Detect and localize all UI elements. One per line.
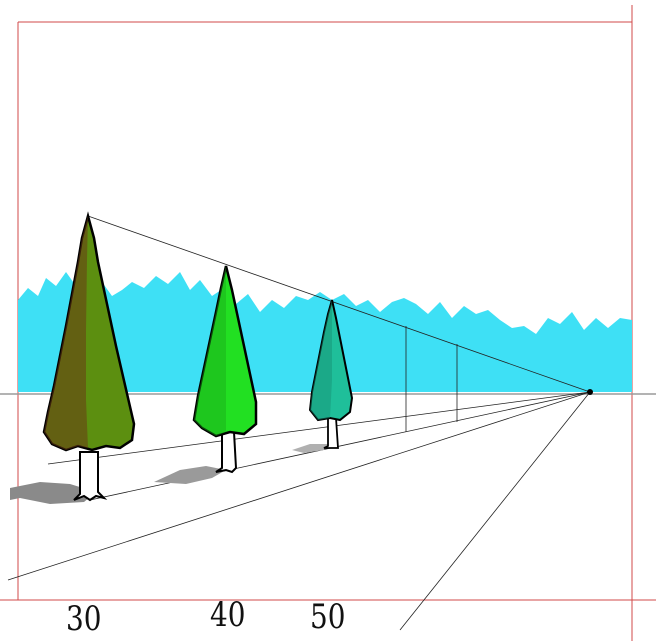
- tree-large-icon: [42, 211, 136, 502]
- tree-medium-trunk: [215, 431, 238, 474]
- tree-small-icon: [308, 299, 354, 449]
- tree-large-trunk: [73, 451, 108, 502]
- distance-label-50: 50: [310, 597, 346, 637]
- tree-medium-shade: [194, 266, 226, 436]
- tree-large-shade: [44, 216, 88, 450]
- tree-small-shadow: [292, 444, 328, 453]
- distance-label-30: 30: [66, 599, 102, 639]
- distance-label-40: 40: [210, 595, 246, 635]
- tree-small-foliage: [308, 299, 354, 422]
- vanishing-point-icon: [587, 389, 593, 395]
- tree-small-trunk: [323, 417, 339, 449]
- guide-a: [47, 391, 591, 465]
- tree-medium-foliage: [192, 265, 258, 438]
- tree-small-shade: [310, 300, 332, 420]
- tree-medium-shadow: [154, 466, 226, 484]
- tree-medium-icon: [192, 265, 258, 474]
- guide-c: [7, 391, 591, 581]
- guide-diagonal: [399, 391, 591, 631]
- guide-top: [87, 215, 591, 393]
